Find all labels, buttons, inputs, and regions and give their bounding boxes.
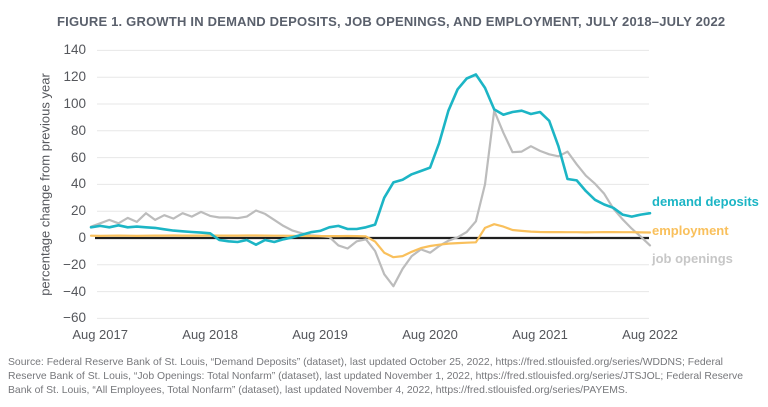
source-line: Source: Federal Reserve Bank of St. Loui… (8, 357, 723, 368)
y-tick-label: 60 (70, 149, 86, 165)
x-tick-label: Aug 2019 (292, 327, 348, 342)
legend-demand-deposits: demand deposits (652, 194, 759, 209)
source-line: Reserve Bank of St. Louis, “Job Openings… (8, 370, 744, 382)
y-tick-label: 120 (63, 69, 86, 85)
y-tick-label: −40 (63, 283, 86, 299)
source-line: Bank of St. Louis, “All Employees, Total… (8, 384, 628, 396)
x-tick-label: Aug 2021 (512, 327, 568, 342)
y-tick-label: −20 (63, 256, 86, 272)
y-tick-label: −60 (63, 310, 86, 326)
x-tick-label: Aug 2022 (622, 327, 678, 342)
legend-employment: employment (652, 223, 729, 238)
y-tick-label: 140 (63, 42, 86, 58)
source-note: Source: Federal Reserve Bank of St. Loui… (8, 356, 764, 397)
job-openings-line (89, 109, 652, 288)
employment-line (89, 223, 652, 259)
demand-deposits-line (89, 73, 652, 246)
x-tick-label: Aug 2020 (402, 327, 458, 342)
y-tick-label: 100 (63, 96, 86, 111)
figure-title: FIGURE 1. GROWTH IN DEMAND DEPOSITS, JOB… (57, 14, 726, 29)
legend-job-openings: job openings (652, 251, 733, 266)
y-tick-label: 80 (70, 122, 86, 138)
y-tick-label: 40 (70, 176, 86, 192)
y-tick-label: 0 (78, 230, 86, 245)
x-tick-label: Aug 2017 (72, 327, 128, 342)
y-tick-label: 20 (70, 203, 86, 219)
x-tick-label: Aug 2018 (182, 327, 238, 342)
